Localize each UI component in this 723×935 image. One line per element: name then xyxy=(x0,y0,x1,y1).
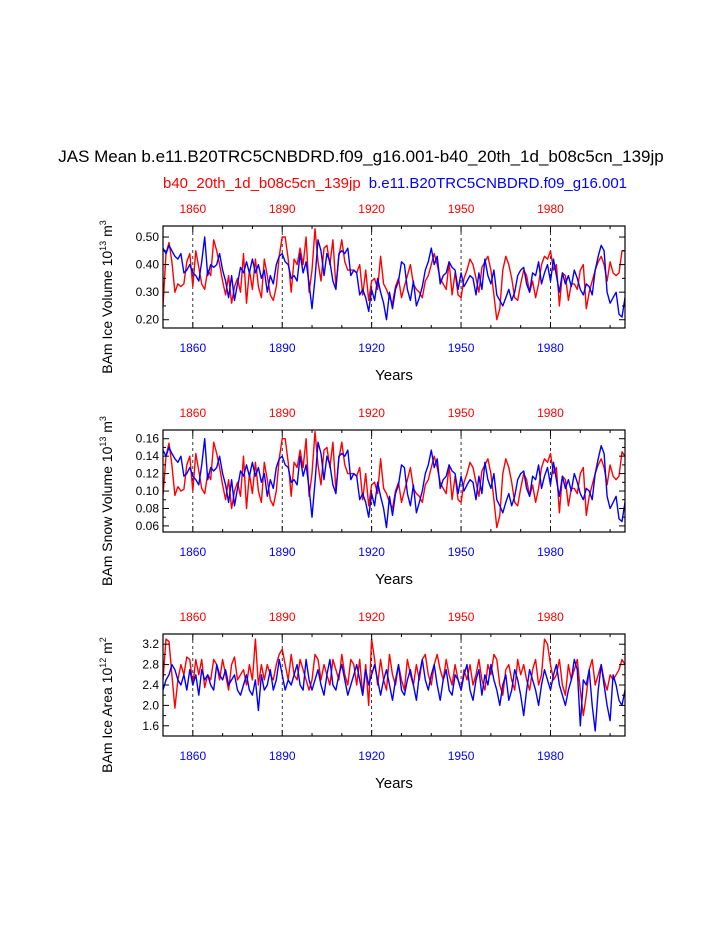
y-axis-label: BAm Ice Area 1012 m2 xyxy=(98,637,115,773)
y-axis-label: BAm Snow Volume 1013 m3 xyxy=(98,416,115,586)
series-line-blue xyxy=(163,236,625,321)
plot-frame xyxy=(162,225,626,329)
xtick-label-bottom: 1980 xyxy=(537,341,564,355)
ytick-label: 2.0 xyxy=(142,698,159,712)
chart-title: JAS Mean b.e11.B20TRC5CNBDRD.f09_g16.001… xyxy=(58,147,663,166)
legend-red-label: b40_20th_1d_b08c5cn_139jp xyxy=(163,175,361,192)
xtick-label-top: 1860 xyxy=(179,406,206,420)
x-axis-label: Years xyxy=(375,367,413,384)
xtick-label-top: 1950 xyxy=(448,202,475,216)
panel-snow-volume: 1860 1860 1890 1890 1920 1920 1950 1950 1980 1980… xyxy=(98,406,626,588)
panel-ice-volume: 1860 1860 1890 1890 1920 1920 1950 1950 1980 1980… xyxy=(98,202,626,384)
xtick-label-top: 1980 xyxy=(537,406,564,420)
ytick-label: 1.6 xyxy=(142,719,159,733)
x-axis-label: Years xyxy=(375,775,413,792)
xtick-label-top: 1890 xyxy=(269,202,296,216)
plot-frame xyxy=(162,633,626,737)
xtick-label-bottom: 1950 xyxy=(448,341,475,355)
xtick-label-bottom: 1980 xyxy=(537,749,564,763)
xtick-label-bottom: 1920 xyxy=(358,749,385,763)
xtick-label-bottom: 1920 xyxy=(358,341,385,355)
xtick-label-bottom: 1890 xyxy=(269,341,296,355)
ytick-label: 0.50 xyxy=(136,230,160,244)
ytick-label: 0.12 xyxy=(136,467,160,481)
xtick-label-top: 1980 xyxy=(537,610,564,624)
xtick-label-top: 1860 xyxy=(179,610,206,624)
xtick-label-top: 1890 xyxy=(269,406,296,420)
ytick-label: 0.20 xyxy=(136,313,160,327)
ytick-label: 2.8 xyxy=(142,658,159,672)
ytick-label: 0.40 xyxy=(136,258,160,272)
xtick-label-top: 1950 xyxy=(448,406,475,420)
ytick-label: 2.4 xyxy=(142,678,159,692)
xtick-label-bottom: 1860 xyxy=(179,341,206,355)
series-line-blue xyxy=(163,438,625,529)
xtick-label-top: 1950 xyxy=(448,610,475,624)
ytick-label: 3.2 xyxy=(142,637,159,651)
plot-frame xyxy=(162,429,626,533)
ytick-label: 0.08 xyxy=(136,501,160,515)
xtick-label-bottom: 1920 xyxy=(358,545,385,559)
xtick-label-bottom: 1860 xyxy=(179,545,206,559)
ytick-label: 0.30 xyxy=(136,285,160,299)
x-axis-label: Years xyxy=(375,571,413,588)
xtick-label-top: 1980 xyxy=(537,202,564,216)
ytick-label: 0.16 xyxy=(136,432,160,446)
ytick-label: 0.06 xyxy=(136,519,160,533)
xtick-label-bottom: 1950 xyxy=(448,545,475,559)
xtick-label-bottom: 1890 xyxy=(269,545,296,559)
xtick-label-bottom: 1980 xyxy=(537,545,564,559)
xtick-label-top: 1920 xyxy=(358,406,385,420)
ytick-label: 0.14 xyxy=(136,449,160,463)
series-line-blue xyxy=(163,658,625,732)
xtick-label-bottom: 1860 xyxy=(179,749,206,763)
xtick-label-top: 1920 xyxy=(358,610,385,624)
y-axis-label: BAm Ice Volume 1013 m3 xyxy=(98,220,115,374)
xtick-label-bottom: 1890 xyxy=(269,749,296,763)
series-line-red xyxy=(163,638,625,717)
xtick-label-top: 1890 xyxy=(269,610,296,624)
panel-ice-area: 1860 1860 1890 1890 1920 1920 1950 1950 1980 1980… xyxy=(98,610,626,792)
legend-blue-label: b.e11.B20TRC5CNBDRD.f09_g16.001 xyxy=(369,175,627,192)
xtick-label-top: 1860 xyxy=(179,202,206,216)
xtick-label-top: 1920 xyxy=(358,202,385,216)
xtick-label-bottom: 1950 xyxy=(448,749,475,763)
ytick-label: 0.10 xyxy=(136,484,160,498)
